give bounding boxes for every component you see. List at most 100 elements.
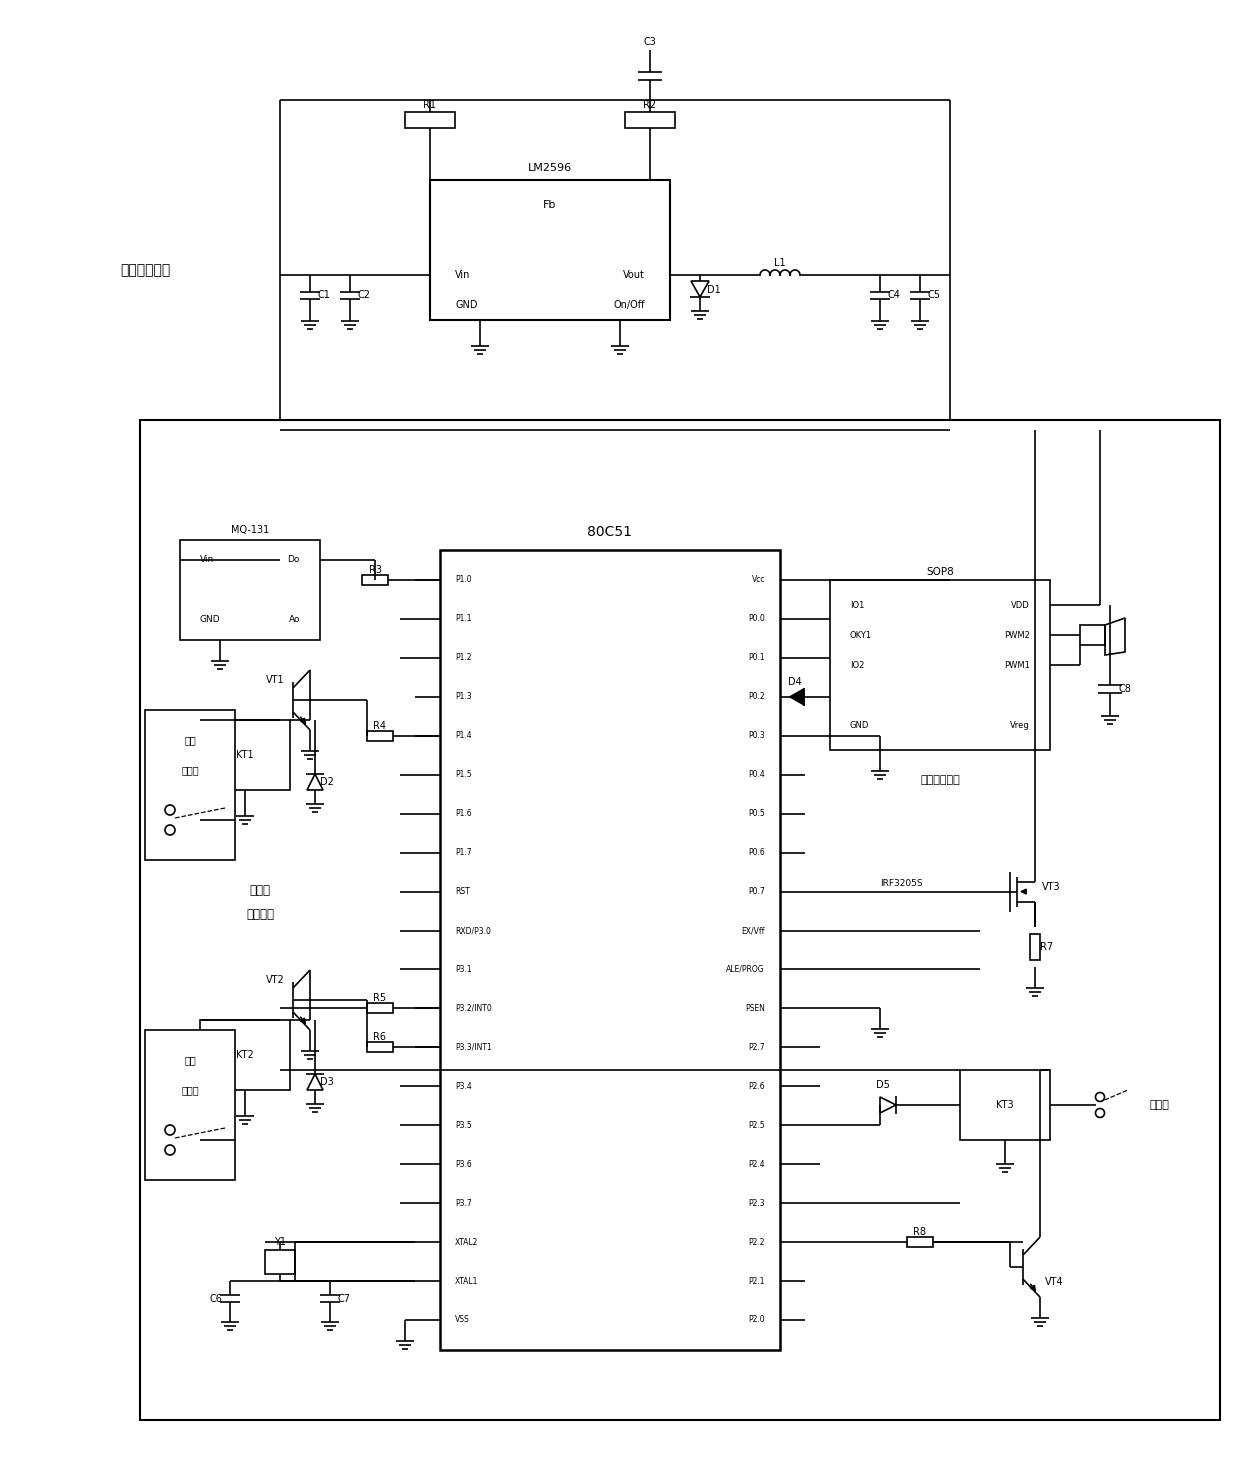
Text: P1.4: P1.4 <box>455 731 471 741</box>
Text: P3.6: P3.6 <box>455 1160 471 1169</box>
Text: P2.5: P2.5 <box>749 1120 765 1130</box>
Text: PWM2: PWM2 <box>1004 631 1030 639</box>
Text: RXD/P3.0: RXD/P3.0 <box>455 926 491 935</box>
Text: 点火信号: 点火信号 <box>246 908 274 922</box>
Text: KT3: KT3 <box>996 1100 1014 1110</box>
Text: P1.2: P1.2 <box>455 653 471 663</box>
Text: Vin: Vin <box>200 556 215 564</box>
Text: P0.0: P0.0 <box>748 614 765 623</box>
Text: P1.3: P1.3 <box>455 692 471 701</box>
Text: 第一: 第一 <box>184 735 196 745</box>
Text: GND: GND <box>849 720 869 729</box>
Text: P0.1: P0.1 <box>749 653 765 663</box>
Text: 高压脉冲电源: 高压脉冲电源 <box>920 775 960 785</box>
Text: Do: Do <box>288 556 300 564</box>
Text: P3.4: P3.4 <box>455 1082 471 1091</box>
Text: P0.4: P0.4 <box>748 770 765 779</box>
Text: 内燃机: 内燃机 <box>249 883 270 897</box>
Text: C4: C4 <box>888 290 900 300</box>
FancyBboxPatch shape <box>265 1250 295 1273</box>
Text: MQ-131: MQ-131 <box>231 525 269 535</box>
Text: P2.4: P2.4 <box>749 1160 765 1169</box>
Text: D2: D2 <box>320 778 334 786</box>
Text: 进风阀: 进风阀 <box>181 1085 198 1095</box>
Text: D5: D5 <box>877 1080 890 1089</box>
FancyBboxPatch shape <box>367 1042 393 1053</box>
Text: SOP8: SOP8 <box>926 567 954 578</box>
Text: D4: D4 <box>789 676 802 686</box>
FancyBboxPatch shape <box>200 1020 290 1089</box>
Text: OKY1: OKY1 <box>849 631 872 639</box>
FancyBboxPatch shape <box>367 731 393 741</box>
FancyBboxPatch shape <box>1080 625 1105 645</box>
Text: VT2: VT2 <box>267 975 285 985</box>
Text: P3.1: P3.1 <box>455 964 471 975</box>
FancyBboxPatch shape <box>1030 933 1040 960</box>
Text: P0.5: P0.5 <box>748 809 765 819</box>
FancyBboxPatch shape <box>200 720 290 789</box>
FancyBboxPatch shape <box>960 1070 1050 1141</box>
Text: R7: R7 <box>1040 942 1054 951</box>
Text: P2.3: P2.3 <box>749 1198 765 1208</box>
Text: PWM1: PWM1 <box>1004 660 1030 669</box>
Text: XTAL1: XTAL1 <box>455 1276 479 1286</box>
Text: P0.2: P0.2 <box>749 692 765 701</box>
Text: 进风阀: 进风阀 <box>181 764 198 775</box>
Text: P1.6: P1.6 <box>455 809 471 819</box>
Text: P3.2/INT0: P3.2/INT0 <box>455 1004 492 1013</box>
Text: RST: RST <box>455 886 470 897</box>
Text: R2: R2 <box>644 100 656 110</box>
Text: R1: R1 <box>424 100 436 110</box>
Text: P2.2: P2.2 <box>749 1238 765 1247</box>
FancyBboxPatch shape <box>180 539 320 639</box>
Text: GND: GND <box>455 300 477 310</box>
Text: On/Off: On/Off <box>614 300 645 310</box>
Text: P1.7: P1.7 <box>455 848 471 857</box>
Text: R5: R5 <box>373 994 387 1004</box>
Text: P2.0: P2.0 <box>749 1316 765 1324</box>
Text: D3: D3 <box>320 1078 334 1086</box>
Polygon shape <box>790 689 804 704</box>
Text: Y1: Y1 <box>274 1236 286 1247</box>
Text: XTAL2: XTAL2 <box>455 1238 479 1247</box>
Text: Vin: Vin <box>455 270 470 279</box>
FancyBboxPatch shape <box>830 581 1050 750</box>
Text: Fb: Fb <box>543 200 557 210</box>
FancyBboxPatch shape <box>405 112 455 128</box>
Text: R3: R3 <box>368 564 382 575</box>
FancyBboxPatch shape <box>625 112 675 128</box>
Text: R8: R8 <box>914 1227 926 1238</box>
Text: EX/Vff: EX/Vff <box>742 926 765 935</box>
FancyBboxPatch shape <box>430 179 670 320</box>
Text: IO1: IO1 <box>849 601 864 610</box>
Text: P3.5: P3.5 <box>455 1120 471 1130</box>
Text: C6: C6 <box>210 1294 222 1304</box>
Text: R6: R6 <box>373 1032 387 1042</box>
Text: GND: GND <box>200 616 221 625</box>
Text: P0.7: P0.7 <box>748 886 765 897</box>
Text: P3.3/INT1: P3.3/INT1 <box>455 1042 492 1053</box>
Text: 第二: 第二 <box>184 1055 196 1064</box>
Text: Vout: Vout <box>624 270 645 279</box>
Text: PSEN: PSEN <box>745 1004 765 1013</box>
FancyBboxPatch shape <box>440 550 780 1349</box>
Text: KT1: KT1 <box>236 750 254 760</box>
Text: P3.7: P3.7 <box>455 1198 471 1208</box>
Text: P1.1: P1.1 <box>455 614 471 623</box>
Text: Ao: Ao <box>289 616 300 625</box>
Text: VT1: VT1 <box>267 675 285 685</box>
FancyBboxPatch shape <box>145 710 236 860</box>
Text: C5: C5 <box>928 290 940 300</box>
Text: P2.1: P2.1 <box>749 1276 765 1286</box>
FancyBboxPatch shape <box>140 420 1220 1420</box>
Text: 内燃机蓄电池: 内燃机蓄电池 <box>120 263 170 276</box>
Text: P0.6: P0.6 <box>748 848 765 857</box>
Text: C7: C7 <box>337 1294 351 1304</box>
Text: 送风机: 送风机 <box>1149 1100 1169 1110</box>
Text: VT3: VT3 <box>1042 882 1060 892</box>
FancyBboxPatch shape <box>906 1238 932 1247</box>
FancyBboxPatch shape <box>367 1004 393 1013</box>
Text: R4: R4 <box>373 720 387 731</box>
Text: C2: C2 <box>357 290 371 300</box>
Text: P1.5: P1.5 <box>455 770 471 779</box>
